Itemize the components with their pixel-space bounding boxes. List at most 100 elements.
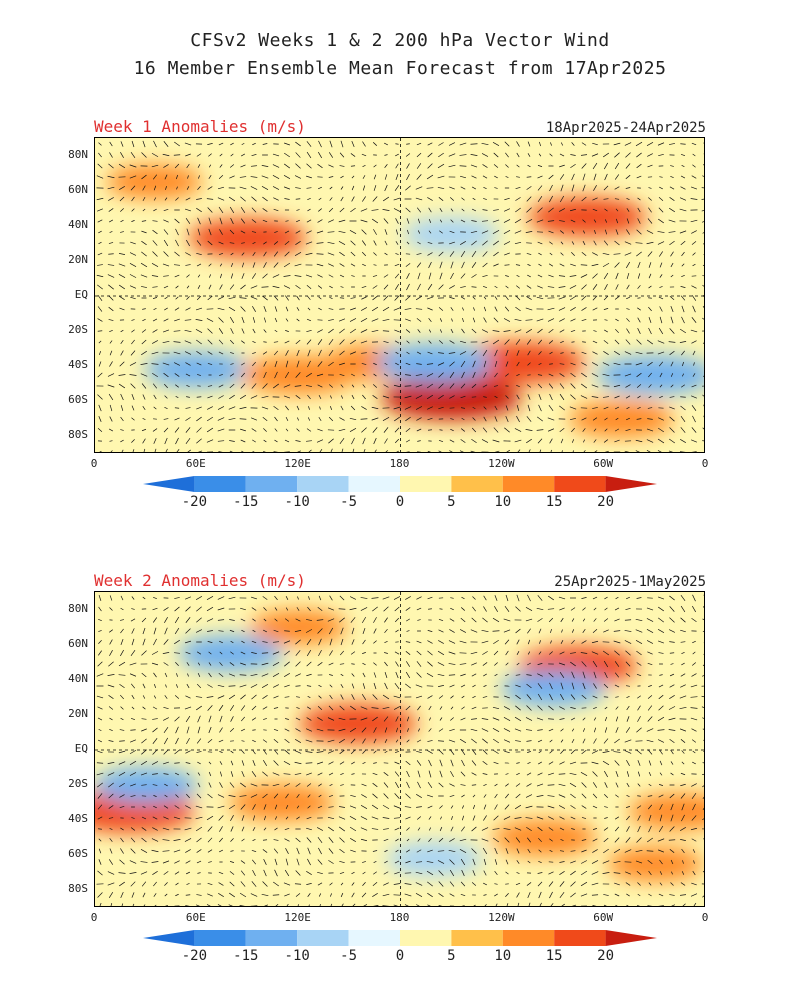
- wind-arrow: [383, 772, 389, 776]
- wind-arrow: [494, 605, 498, 613]
- wind-arrow: [549, 153, 553, 157]
- lat-tick-label: 40S: [68, 812, 88, 826]
- wind-arrow: [549, 241, 553, 245]
- wind-arrow: [515, 306, 521, 312]
- wind-arrow: [427, 750, 433, 754]
- wind-arrow: [163, 208, 169, 212]
- wind-arrow: [296, 607, 300, 611]
- wind-arrow: [207, 240, 213, 246]
- wind-arrow: [593, 727, 597, 733]
- wind-arrow: [448, 153, 456, 157]
- wind-arrow: [97, 294, 103, 302]
- wind-arrow: [196, 339, 202, 345]
- wind-arrow: [626, 229, 630, 235]
- wind-arrow: [602, 872, 610, 874]
- wind-arrow: [592, 793, 598, 799]
- wind-arrow: [395, 173, 399, 181]
- wind-arrow: [549, 438, 553, 444]
- wind-arrow: [657, 716, 665, 722]
- wind-arrow: [252, 629, 256, 633]
- wind-arrow: [646, 640, 654, 644]
- wind-arrow: [130, 618, 136, 622]
- wind-arrow: [295, 440, 301, 442]
- wind-arrow: [99, 902, 102, 906]
- wind-arrow: [614, 152, 620, 158]
- wind-arrow: [580, 395, 588, 399]
- wind-arrow: [471, 617, 477, 623]
- wind-arrow: [690, 186, 698, 190]
- wind-arrow: [493, 650, 499, 656]
- wind-arrow: [164, 783, 168, 787]
- wind-arrow: [450, 805, 454, 809]
- wind-arrow: [308, 904, 310, 906]
- wind-arrow: [427, 406, 433, 410]
- wind-arrow: [483, 595, 487, 601]
- wind-arrow: [339, 749, 345, 755]
- wind-arrow: [251, 196, 257, 202]
- wind-arrow: [142, 627, 146, 635]
- wind-arrow: [504, 750, 510, 754]
- wind-arrow: [602, 396, 610, 398]
- wind-arrow: [164, 395, 168, 399]
- wind-arrow: [405, 816, 411, 820]
- wind-arrow: [208, 228, 212, 236]
- wind-arrow: [384, 652, 388, 654]
- wind-arrow: [592, 838, 598, 842]
- wind-arrow: [99, 450, 102, 452]
- wind-arrow: [647, 153, 653, 157]
- wind-arrow: [318, 595, 322, 601]
- wind-arrow: [669, 673, 675, 677]
- wind-arrow: [659, 186, 663, 190]
- wind-arrow: [165, 448, 168, 452]
- wind-arrow: [647, 716, 653, 722]
- wind-arrow: [319, 904, 321, 906]
- wind-arrow: [680, 684, 686, 688]
- wind-arrow: [252, 869, 256, 877]
- wind-arrow: [174, 716, 180, 722]
- wind-arrow: [461, 208, 465, 212]
- wind-arrow: [525, 328, 533, 334]
- wind-arrow: [110, 450, 113, 452]
- wind-arrow: [372, 285, 378, 289]
- wind-arrow: [691, 295, 697, 301]
- wind-arrow: [483, 198, 487, 200]
- wind-arrow: [285, 847, 289, 855]
- wind-arrow: [525, 817, 533, 819]
- wind-arrow: [439, 770, 443, 778]
- wind-arrow: [207, 363, 213, 365]
- wind-arrow: [208, 726, 212, 734]
- wind-arrow: [297, 417, 299, 421]
- wind-arrow: [615, 208, 619, 212]
- wind-arrow: [272, 383, 280, 389]
- wind-arrow: [427, 307, 433, 311]
- wind-arrow: [581, 793, 587, 799]
- wind-arrow: [692, 153, 696, 157]
- wind-arrow: [273, 707, 279, 709]
- wind-arrow: [174, 318, 180, 322]
- wind-arrow: [670, 251, 674, 257]
- wind-arrow: [240, 218, 246, 224]
- wind-arrow: [394, 651, 400, 655]
- wind-arrow: [505, 892, 509, 898]
- wind-arrow: [108, 208, 114, 212]
- wind-arrow: [272, 894, 280, 896]
- wind-arrow: [240, 716, 246, 722]
- wind-arrow: [262, 208, 268, 212]
- wind-arrow: [492, 828, 500, 830]
- wind-arrow: [625, 163, 631, 169]
- wind-arrow: [197, 761, 201, 765]
- wind-arrow: [405, 374, 411, 376]
- wind-arrow: [252, 361, 256, 367]
- lon-tick-label: 120E: [284, 457, 311, 470]
- wind-arrow: [239, 892, 247, 898]
- wind-arrow: [426, 870, 434, 876]
- wind-arrow: [438, 439, 444, 443]
- wind-arrow: [427, 283, 433, 291]
- wind-arrow: [239, 418, 247, 420]
- wind-arrow: [360, 706, 368, 710]
- wind-arrow: [119, 683, 125, 689]
- wind-arrow: [394, 273, 400, 279]
- wind-arrow: [669, 652, 675, 654]
- wind-arrow: [591, 263, 599, 267]
- wind-arrow: [196, 438, 202, 444]
